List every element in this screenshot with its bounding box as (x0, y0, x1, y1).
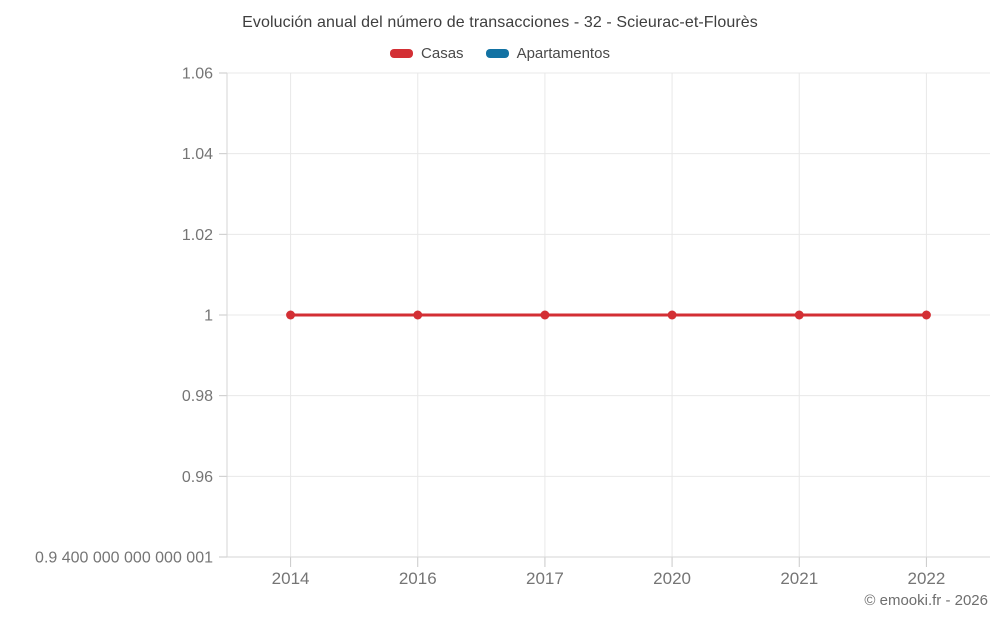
y-axis-label: 1.04 (182, 146, 213, 163)
x-axis-label: 2014 (272, 569, 310, 588)
x-axis-label: 2022 (908, 569, 946, 588)
legend-label-casas: Casas (421, 45, 464, 62)
data-point-casas[interactable] (921, 310, 931, 320)
y-axis-label: 0.98 (182, 388, 213, 405)
legend-swatch-casas-icon (390, 49, 414, 58)
x-axis-label: 2021 (780, 569, 818, 588)
legend-item-apartamentos[interactable]: Apartamentos (485, 45, 610, 62)
legend-label-apartamentos: Apartamentos (516, 45, 610, 62)
y-axis-label: 1.02 (182, 227, 213, 244)
x-axis-label: 2020 (653, 569, 691, 588)
legend-swatch-apartamentos-icon (485, 49, 509, 58)
y-axis-label: 0.9 400 000 000 000 001 (35, 550, 213, 567)
x-axis-label: 2017 (526, 569, 564, 588)
data-point-casas[interactable] (540, 310, 550, 320)
data-point-casas[interactable] (794, 310, 804, 320)
chart-title: Evolución anual del número de transaccio… (242, 14, 758, 31)
data-point-casas[interactable] (286, 310, 296, 320)
data-point-casas[interactable] (667, 310, 677, 320)
legend-item-casas[interactable]: Casas (390, 45, 464, 62)
data-point-casas[interactable] (413, 310, 423, 320)
x-axis-label: 2016 (399, 569, 437, 588)
y-axis-label: 0.96 (182, 469, 213, 486)
legend: Casas Apartamentos (0, 45, 1000, 62)
y-axis-label: 1.06 (182, 66, 213, 83)
copyright-watermark: © emooki.fr - 2026 (864, 592, 988, 609)
y-axis-label: 1 (204, 308, 213, 325)
